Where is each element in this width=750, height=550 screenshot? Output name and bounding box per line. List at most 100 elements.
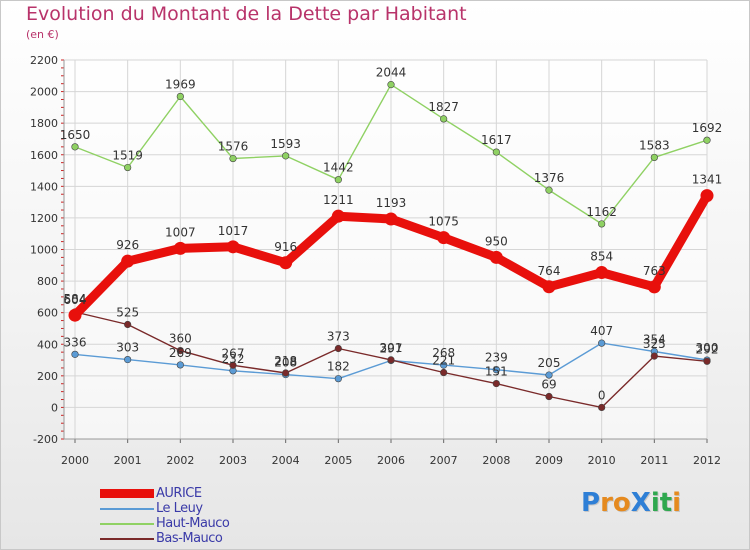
data-label-haut-mauco: 1969	[165, 77, 196, 91]
data-label-bas-mauco: 525	[116, 306, 139, 320]
data-point-aurice	[647, 280, 661, 294]
data-label-le-leuy: 303	[116, 341, 139, 355]
data-label-le-leuy: 354	[643, 333, 666, 347]
data-point-haut-mauco	[545, 186, 553, 194]
axes: -200 0 200 400 600 800 1000 1200 1400 1600 1800 200…	[30, 54, 721, 467]
x-tick-label: 2004	[272, 454, 300, 467]
legend-label-haut-mauco: Haut-Mauco	[156, 516, 230, 531]
data-label-aurice: 854	[590, 250, 613, 264]
data-point-bas-mauco	[703, 357, 711, 365]
data-point-aurice	[331, 209, 345, 223]
data-label-bas-mauco: 360	[169, 332, 192, 346]
data-point-aurice	[68, 308, 82, 322]
data-label-aurice: 763	[643, 264, 666, 278]
data-label-bas-mauco: 69	[541, 378, 556, 392]
data-label-aurice: 1193	[376, 196, 407, 210]
data-label-aurice: 1017	[218, 224, 249, 238]
logo-letter: X	[630, 488, 651, 518]
data-point-bas-mauco	[440, 368, 448, 377]
legend-item-aurice: AURICE	[100, 486, 229, 501]
data-point-haut-mauco	[703, 136, 711, 144]
y-tick-label: 600	[37, 307, 58, 320]
data-point-haut-mauco	[440, 115, 448, 123]
data-point-aurice	[595, 266, 609, 280]
data-label-haut-mauco: 1576	[218, 140, 249, 154]
data-point-haut-mauco	[650, 153, 658, 162]
data-point-bas-mauco	[334, 344, 342, 353]
data-label-le-leuy: 407	[590, 324, 613, 338]
data-label-bas-mauco: 218	[274, 354, 297, 368]
data-label-le-leuy: 300	[696, 341, 719, 355]
data-point-le-leuy	[124, 355, 132, 364]
data-label-aurice: 950	[485, 234, 508, 248]
data-label-bas-mauco: 292	[696, 342, 719, 356]
data-point-bas-mauco	[650, 352, 658, 360]
y-tick-label: 400	[37, 338, 58, 351]
logo-letter: t	[659, 488, 673, 518]
legend-swatch-bas-mauco	[100, 537, 154, 540]
data-label-haut-mauco: 1593	[270, 137, 301, 151]
data-point-aurice	[384, 212, 398, 226]
x-tick-label: 2000	[61, 454, 89, 467]
data-point-aurice	[279, 256, 293, 270]
data-point-bas-mauco	[229, 361, 237, 369]
data-label-haut-mauco: 1827	[428, 100, 459, 114]
x-tick-label: 2009	[535, 454, 563, 467]
x-tick-label: 2003	[219, 454, 247, 467]
proxiti-logo: ProXiti	[581, 488, 681, 518]
x-tick-label: 2007	[430, 454, 458, 467]
data-point-bas-mauco	[124, 320, 132, 329]
data-label-aurice: 916	[274, 240, 297, 254]
data-label-aurice: 584	[64, 292, 87, 306]
x-tick-label: 2012	[693, 454, 721, 467]
data-label-le-leuy: 182	[327, 360, 350, 374]
legend-label-aurice: AURICE	[156, 486, 202, 501]
data-point-haut-mauco	[598, 220, 606, 228]
data-label-haut-mauco: 1162	[586, 205, 617, 219]
logo-letter: r	[600, 488, 613, 518]
data-label-bas-mauco: 301	[380, 341, 403, 355]
data-point-bas-mauco	[282, 369, 290, 377]
data-label-aurice: 1007	[165, 225, 196, 239]
data-point-haut-mauco	[334, 176, 342, 184]
x-tick-label: 2002	[166, 454, 194, 467]
data-point-haut-mauco	[282, 152, 290, 160]
legend-label-le-leuy: Le Leuy	[156, 501, 203, 516]
y-tick-label: 2200	[30, 54, 58, 67]
legend-swatch-aurice	[100, 489, 154, 498]
data-point-aurice	[173, 241, 187, 255]
y-tick-label: 800	[37, 275, 58, 288]
data-point-aurice	[226, 240, 240, 254]
data-point-bas-mauco	[176, 346, 184, 355]
data-point-le-leuy	[492, 366, 500, 374]
legend-item-le-leuy: Le Leuy	[100, 501, 229, 516]
data-point-le-leuy	[440, 361, 448, 369]
logo-letter: i	[672, 488, 682, 518]
x-tick-label: 2006	[377, 454, 405, 467]
data-label-aurice: 764	[538, 264, 561, 278]
y-tick-label: 1400	[30, 180, 58, 193]
data-label-le-leuy: 208	[274, 356, 297, 370]
data-point-haut-mauco	[176, 92, 184, 101]
data-label-bas-mauco: 0	[598, 388, 606, 402]
data-label-le-leuy: 205	[538, 356, 561, 370]
y-tick-label: 1200	[30, 212, 58, 225]
data-point-le-leuy	[598, 339, 606, 347]
data-labels: 336 303 269 232 208 182 297 268 239 205 407 354 300 1…	[60, 66, 723, 403]
logo-letter: i	[650, 488, 660, 518]
legend-item-bas-mauco: Bas-Mauco	[100, 531, 229, 546]
legend-label-bas-mauco: Bas-Mauco	[156, 531, 223, 546]
data-label-aurice: 926	[116, 238, 139, 252]
data-label-le-leuy: 336	[64, 335, 87, 349]
data-label-haut-mauco: 1583	[639, 138, 670, 152]
data-point-le-leuy	[334, 375, 342, 383]
data-label-haut-mauco: 1442	[323, 161, 354, 175]
series-lines	[68, 81, 714, 412]
legend: AURICE Le Leuy Haut-Mauco Bas-Mauco	[100, 486, 230, 546]
data-label-aurice: 1341	[692, 173, 723, 187]
data-label-le-leuy: 268	[432, 346, 455, 360]
data-point-aurice	[489, 250, 503, 264]
data-point-haut-mauco	[492, 148, 500, 156]
data-point-bas-mauco	[492, 379, 500, 388]
data-point-aurice	[542, 280, 556, 294]
